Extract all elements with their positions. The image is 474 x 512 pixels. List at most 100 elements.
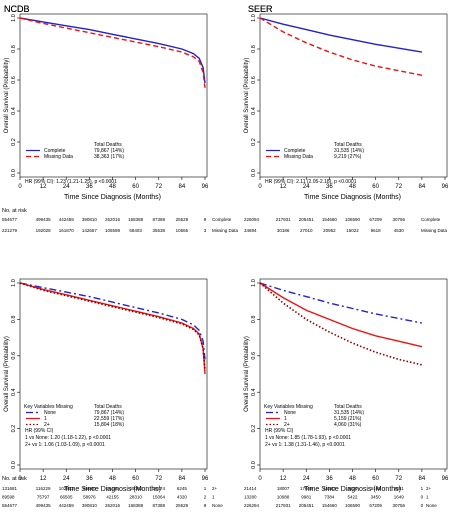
risk-value: 17609 [300, 486, 313, 491]
x-tick-label: 72 [155, 184, 162, 190]
risk-row-label: Complete [212, 217, 232, 222]
risk-value: 0 [421, 495, 424, 500]
risk-row-label: 2+ [212, 486, 218, 491]
y-tick-label: 1.0 [251, 279, 257, 287]
x-tick-label: 12 [40, 184, 47, 190]
series-line-1 [19, 17, 206, 88]
legend-header: Total Deaths [334, 142, 362, 148]
legend-label: Complete [44, 148, 66, 154]
legend-deaths: 4,060 (31%) [334, 422, 362, 428]
x-tick-label: 48 [349, 476, 356, 482]
risk-value: 221279 [2, 228, 18, 233]
x-tick-label: 36 [326, 476, 333, 482]
risk-value: 67209 [369, 217, 382, 222]
risk-value: 40093 [129, 486, 142, 491]
risk-value: 67209 [369, 503, 382, 508]
risk-value: 442459 [59, 217, 75, 222]
y-tick-label: 0.2 [11, 425, 17, 433]
x-tick-label: 36 [86, 476, 93, 482]
risk-value: 15064 [152, 495, 165, 500]
y-tick-label: 1.0 [11, 14, 17, 22]
risk-value: 2881 [394, 486, 405, 491]
legend-title: Key Variables Missing [24, 404, 73, 410]
risk-value: 30756 [392, 503, 405, 508]
chart-panel-1: NCDB 0.0 0.2 0.4 0.6 0.8 1.0 Overall Survival (… [2, 4, 239, 233]
risk-value: 217931 [276, 503, 292, 508]
risk-table-title: No. at risk [2, 208, 27, 214]
risk-value: 262016 [105, 503, 121, 508]
risk-value: 106590 [345, 503, 361, 508]
risk-value: 27010 [300, 228, 313, 233]
series-line-1 [19, 282, 206, 375]
series-line-1 [259, 17, 423, 76]
y-tick-label: 0.6 [11, 76, 17, 84]
legend-deaths: 79,867 (14%) [94, 410, 124, 416]
x-tick-label: 96 [202, 184, 209, 190]
risk-value: 499435 [36, 503, 52, 508]
x-tick-label: 12 [280, 476, 287, 482]
risk-value: 89598 [2, 495, 15, 500]
risk-value: 205451 [299, 217, 315, 222]
plot-frame [19, 13, 208, 178]
y-tick-label: 0.8 [251, 45, 257, 53]
risk-value: 34694 [244, 228, 257, 233]
panel-title: NCDB [4, 4, 30, 14]
legend-deaths: 5,159 (21%) [334, 416, 362, 422]
risk-row-label: 2+ [426, 486, 432, 491]
legend-label: 1 [284, 416, 287, 422]
risk-value: 20474 [152, 486, 165, 491]
y-tick-label: 0.0 [11, 461, 17, 469]
chart-panel-2: SEER 0.0 0.2 0.4 0.6 0.8 1.0 Overall Survival (… [244, 4, 449, 233]
legend-label: None [44, 410, 56, 416]
risk-value: 390810 [82, 217, 98, 222]
risk-row-label: Missing Data [421, 228, 448, 233]
x-tick-label: 12 [280, 184, 287, 190]
legend-deaths: 79,867 (14%) [94, 148, 124, 154]
hazard-ratio-text: 1 vs None: 1.20 (1.18-1.22), p <0.0001 [25, 435, 111, 441]
risk-row-label: 1 [212, 495, 215, 500]
risk-value: 25529 [176, 503, 189, 508]
x-tick-label: 72 [395, 184, 402, 190]
risk-value: 10565 [176, 228, 189, 233]
legend: Key Variables Missing Total Deaths None 31,… [264, 404, 364, 428]
risk-value: 6245 [177, 486, 188, 491]
hazard-ratio-text: HR (99% CI) [265, 428, 294, 434]
risk-value: 102803 [59, 486, 75, 491]
x-axis-label: Time Since Diagnosis (Months) [64, 486, 161, 493]
y-tick-label: 0.2 [11, 138, 17, 146]
x-tick-label: 24 [303, 476, 310, 482]
risk-value: 168388 [128, 217, 144, 222]
hazard-ratio-text: HR (99% CI): 1.23 (1.21-1.25), p <0.0001 [25, 179, 117, 185]
legend-deaths: 38,363 (17%) [94, 154, 124, 160]
legend: Total Deaths Complete 31,535 (14%) Missing … [266, 142, 364, 160]
y-tick-label: 0.8 [251, 316, 257, 324]
risk-value: 30756 [392, 217, 405, 222]
legend-label: 2+ [284, 422, 290, 428]
x-tick-label: 60 [372, 184, 379, 190]
y-tick-label: 0.2 [251, 138, 257, 146]
legend-header: Total Deaths [94, 142, 122, 148]
y-axis-label: Overall Survival (Probability) [4, 336, 10, 412]
risk-value: 9 [204, 217, 207, 222]
hazard-ratio-text: 2+ vs 1: 1.06 (1.03-1.09), p <0.0001 [25, 442, 105, 448]
risk-row-label: None [212, 503, 223, 508]
legend-label: Missing Data [284, 154, 313, 160]
legend-deaths: 31,535 (14%) [334, 148, 364, 154]
hazard-ratio-text: 2+ vs 1: 1.38 (1.31-1.46), p <0.0001 [265, 442, 345, 448]
legend-label: Missing Data [44, 154, 73, 160]
legend-label: 1 [44, 416, 47, 422]
risk-value: 390810 [82, 503, 98, 508]
x-tick-label: 24 [63, 184, 70, 190]
legend-deaths: 22,559 (17%) [94, 416, 124, 422]
risk-value: 9 [204, 503, 207, 508]
risk-value: 154660 [322, 503, 338, 508]
y-tick-label: 1.0 [11, 279, 17, 287]
x-tick-label: 84 [419, 476, 426, 482]
y-tick-label: 0.6 [251, 352, 257, 360]
y-tick-label: 0.0 [251, 169, 257, 177]
plot-frame [19, 278, 208, 470]
series-line-0 [259, 282, 423, 324]
risk-value: 1 [421, 486, 424, 491]
risk-value: 25529 [176, 217, 189, 222]
risk-value: 262016 [105, 217, 121, 222]
